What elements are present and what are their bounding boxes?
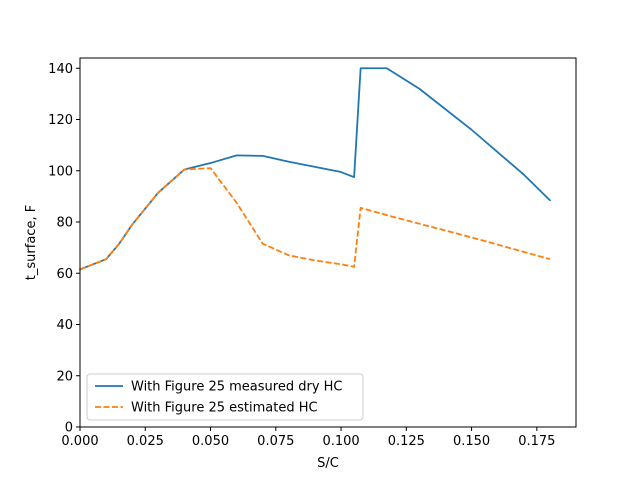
- x-tick-label: 0.050: [192, 434, 229, 449]
- y-tick-label: 60: [56, 267, 73, 282]
- series-line-measured: [79, 67, 551, 271]
- x-tick-label: 0.025: [127, 434, 164, 449]
- plot-lines: [79, 67, 551, 271]
- y-tick-label: 120: [48, 113, 73, 128]
- legend-box: [86, 373, 364, 421]
- y-tick-label: 40: [56, 318, 73, 333]
- y-axis-label: t_surface, F: [24, 205, 39, 280]
- legend-label-estimated: With Figure 25 estimated HC: [131, 401, 318, 416]
- y-tick-label: 80: [56, 216, 73, 231]
- x-tick-label: 0.125: [388, 434, 425, 449]
- x-tick-label: 0.150: [453, 434, 490, 449]
- axes-frame: [79, 57, 577, 428]
- x-axis-label: S/C: [317, 456, 339, 471]
- x-tick-label: 0.175: [518, 434, 555, 449]
- x-tick-label: 0.000: [61, 434, 98, 449]
- y-tick-label: 0: [65, 421, 73, 436]
- y-tick-label: 20: [56, 369, 73, 384]
- legend-label-measured: With Figure 25 measured dry HC: [131, 380, 343, 395]
- x-axis-ticks: 0.000 0.025 0.050 0.075 0.100 0.125 0.150 0.175: [61, 427, 555, 449]
- legend: With Figure 25 measured dry HC With Figu…: [86, 373, 364, 421]
- y-tick-label: 100: [48, 164, 73, 179]
- x-tick-label: 0.100: [322, 434, 359, 449]
- x-tick-label: 0.075: [257, 434, 294, 449]
- y-axis-ticks: 0 20 40 60 80 100 120 140: [48, 62, 80, 436]
- series-line-estimated: [79, 167, 551, 271]
- y-tick-label: 140: [48, 62, 73, 77]
